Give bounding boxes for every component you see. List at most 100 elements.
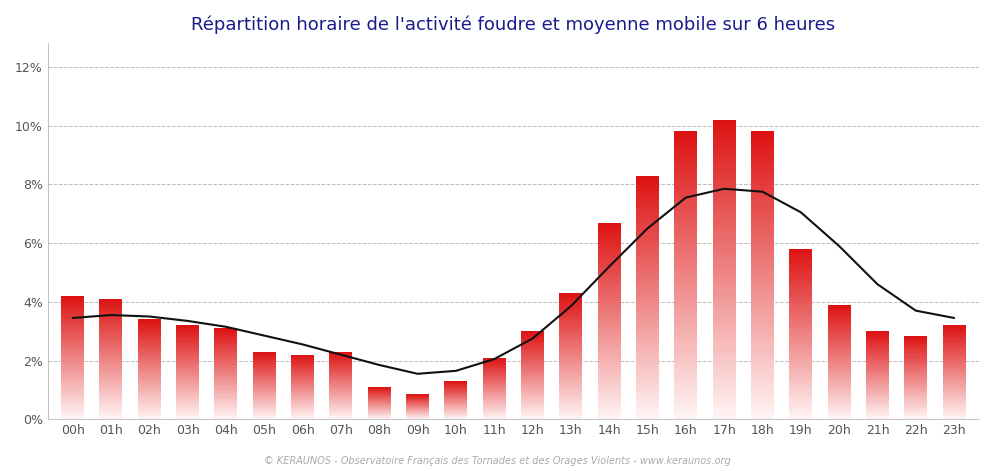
Bar — [905, 373, 927, 374]
Bar — [252, 379, 275, 380]
Bar — [215, 377, 238, 378]
Bar — [636, 340, 659, 343]
Bar — [521, 341, 544, 342]
Bar — [99, 303, 122, 305]
Bar — [674, 340, 698, 344]
Bar — [866, 383, 889, 384]
Bar — [713, 202, 736, 206]
Bar — [176, 337, 199, 338]
Bar — [138, 367, 161, 368]
Bar — [483, 400, 506, 401]
Bar — [560, 302, 582, 304]
Bar — [751, 164, 774, 168]
Bar — [483, 369, 506, 370]
Bar — [291, 398, 314, 399]
Bar — [905, 399, 927, 400]
Bar — [866, 350, 889, 351]
Bar — [291, 355, 314, 356]
Bar — [560, 410, 582, 411]
Bar — [62, 305, 84, 307]
Bar — [62, 402, 84, 404]
Bar — [138, 411, 161, 412]
Bar — [215, 393, 238, 394]
Bar — [828, 355, 851, 356]
Bar — [866, 389, 889, 390]
Bar — [828, 342, 851, 343]
Bar — [444, 391, 467, 392]
Bar — [483, 391, 506, 392]
Bar — [62, 336, 84, 338]
Bar — [866, 342, 889, 343]
Bar — [291, 399, 314, 400]
Bar — [560, 350, 582, 351]
Bar — [329, 355, 353, 356]
Bar — [444, 395, 467, 396]
Bar — [789, 251, 812, 253]
Bar — [828, 352, 851, 353]
Bar — [329, 415, 353, 416]
Bar — [62, 350, 84, 351]
Bar — [176, 347, 199, 348]
Bar — [713, 382, 736, 386]
Bar — [828, 349, 851, 350]
Bar — [905, 343, 927, 344]
Bar — [560, 386, 582, 388]
Bar — [99, 346, 122, 347]
Bar — [444, 392, 467, 393]
Bar — [713, 225, 736, 228]
Bar — [99, 351, 122, 353]
Bar — [176, 366, 199, 367]
Bar — [751, 311, 774, 315]
Bar — [176, 395, 199, 396]
Bar — [291, 409, 314, 410]
Bar — [636, 319, 659, 322]
Bar — [597, 328, 620, 331]
Bar — [597, 254, 620, 257]
Bar — [636, 334, 659, 337]
Bar — [138, 359, 161, 361]
Bar — [713, 206, 736, 210]
Bar — [636, 407, 659, 410]
Bar — [291, 381, 314, 382]
Bar — [905, 340, 927, 341]
Bar — [713, 315, 736, 318]
Bar — [252, 375, 275, 376]
Bar — [713, 135, 736, 138]
Bar — [866, 412, 889, 413]
Bar — [942, 371, 965, 372]
Bar — [215, 411, 238, 413]
Bar — [674, 261, 698, 265]
Bar — [521, 367, 544, 369]
Bar — [751, 175, 774, 178]
Bar — [483, 413, 506, 414]
Bar — [329, 365, 353, 366]
Bar — [942, 359, 965, 361]
Bar — [789, 294, 812, 296]
Bar — [215, 356, 238, 357]
Bar — [751, 131, 774, 135]
Bar — [521, 365, 544, 366]
Bar — [138, 412, 161, 413]
Bar — [215, 355, 238, 356]
Bar — [99, 416, 122, 418]
Bar — [597, 279, 620, 282]
Bar — [866, 357, 889, 359]
Bar — [905, 415, 927, 416]
Bar — [636, 243, 659, 245]
Bar — [62, 299, 84, 300]
Bar — [597, 235, 620, 237]
Bar — [329, 409, 353, 410]
Bar — [99, 403, 122, 404]
Bar — [636, 413, 659, 416]
Bar — [636, 392, 659, 395]
Bar — [789, 364, 812, 366]
Bar — [62, 373, 84, 374]
Bar — [789, 368, 812, 370]
Bar — [751, 214, 774, 218]
Bar — [176, 403, 199, 404]
Bar — [521, 382, 544, 383]
Bar — [942, 357, 965, 358]
Bar — [215, 350, 238, 351]
Bar — [215, 403, 238, 405]
Bar — [751, 138, 774, 142]
